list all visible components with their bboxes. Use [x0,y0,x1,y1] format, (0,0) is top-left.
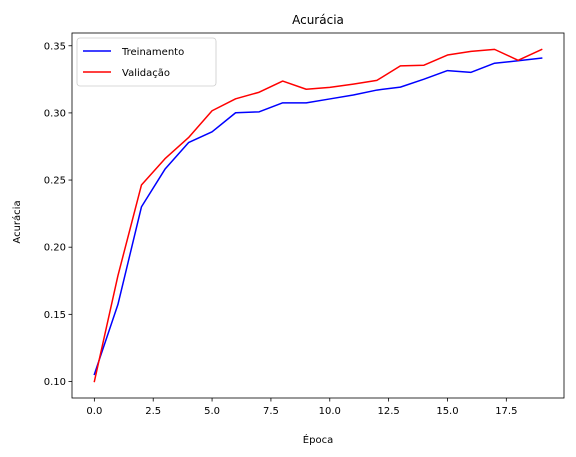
y-tick-label: 0.20 [44,243,66,254]
y-axis-label: Acurácia [11,200,23,243]
x-tick-label: 17.5 [495,406,517,417]
series-line-treinamento [93,57,543,376]
legend-box [76,37,217,87]
x-tick-label: 10.0 [319,406,341,417]
legend: Treinamento Validação [76,37,217,87]
x-axis-label: Época [303,433,333,446]
y-tick-label: 0.35 [44,41,66,52]
x-tick-label: 2.5 [145,406,161,417]
x-axis-ticks: 0.0 2.5 5.0 7.5 10.0 12.5 15.0 17.5 [86,398,517,417]
y-tick-label: 0.30 [44,108,66,119]
y-tick-label: 0.10 [44,377,66,388]
x-tick-label: 12.5 [377,406,399,417]
x-tick-label: 15.0 [436,406,458,417]
y-axis-ticks: 0.10 0.15 0.20 0.25 0.30 0.35 [44,41,72,388]
x-tick-label: 0.0 [86,406,102,417]
legend-label-validacao: Validação [122,68,170,79]
plot-area [93,48,543,383]
chart-title: Acurácia [292,13,344,27]
x-tick-label: 7.5 [263,406,279,417]
x-tick-label: 5.0 [204,406,220,417]
axes-frame [71,32,565,399]
y-tick-label: 0.15 [44,310,66,321]
series-line-validacao [93,48,543,383]
y-tick-label: 0.25 [44,176,66,187]
legend-label-treinamento: Treinamento [121,47,184,58]
